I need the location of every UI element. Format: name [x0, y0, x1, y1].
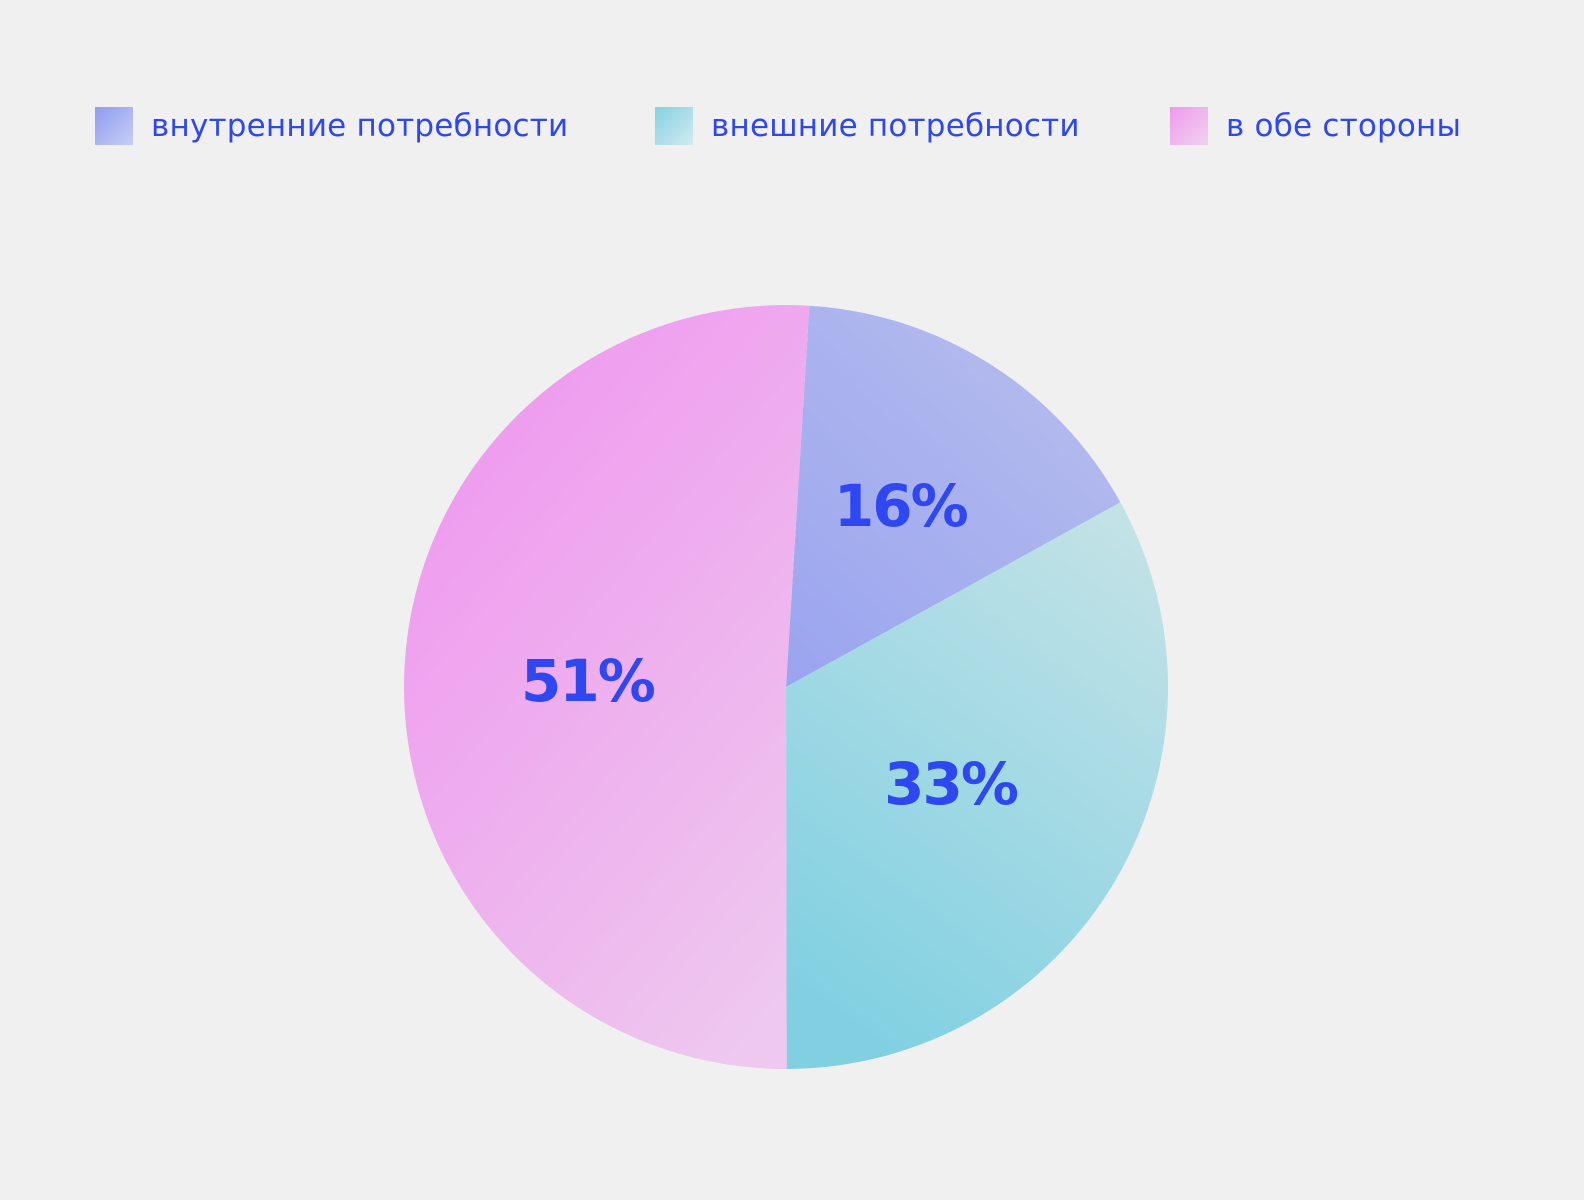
- legend-label-external-needs: внешние потребности: [711, 108, 1080, 144]
- pie-slice-internal-needs: [786, 305, 1121, 687]
- legend-item-external-needs: внешние потребности: [655, 106, 1080, 146]
- pie-slices: [404, 304, 1169, 1069]
- chart-legend: внутренние потребности внешние потребнос…: [0, 106, 1584, 146]
- legend-label-both-ways: в обе стороны: [1226, 108, 1462, 144]
- legend-label-internal-needs: внутренние потребности: [151, 108, 569, 144]
- slice-label-internal-needs: 16%: [834, 472, 968, 540]
- slice-label-external-needs: 33%: [884, 750, 1018, 818]
- legend-item-internal-needs: внутренние потребности: [95, 106, 568, 146]
- legend-swatch-both-ways: [1170, 107, 1208, 145]
- legend-swatch-internal-needs: [95, 107, 133, 145]
- pie-slice-external-needs: [786, 502, 1169, 1069]
- legend-swatch-external-needs: [655, 107, 693, 145]
- slice-label-both-ways: 51%: [521, 647, 655, 715]
- pie-slice-labels: 16% 33% 51%: [521, 472, 1020, 818]
- legend-item-both-ways: в обе стороны: [1170, 106, 1461, 146]
- pie-slice-both-ways: [404, 304, 810, 1069]
